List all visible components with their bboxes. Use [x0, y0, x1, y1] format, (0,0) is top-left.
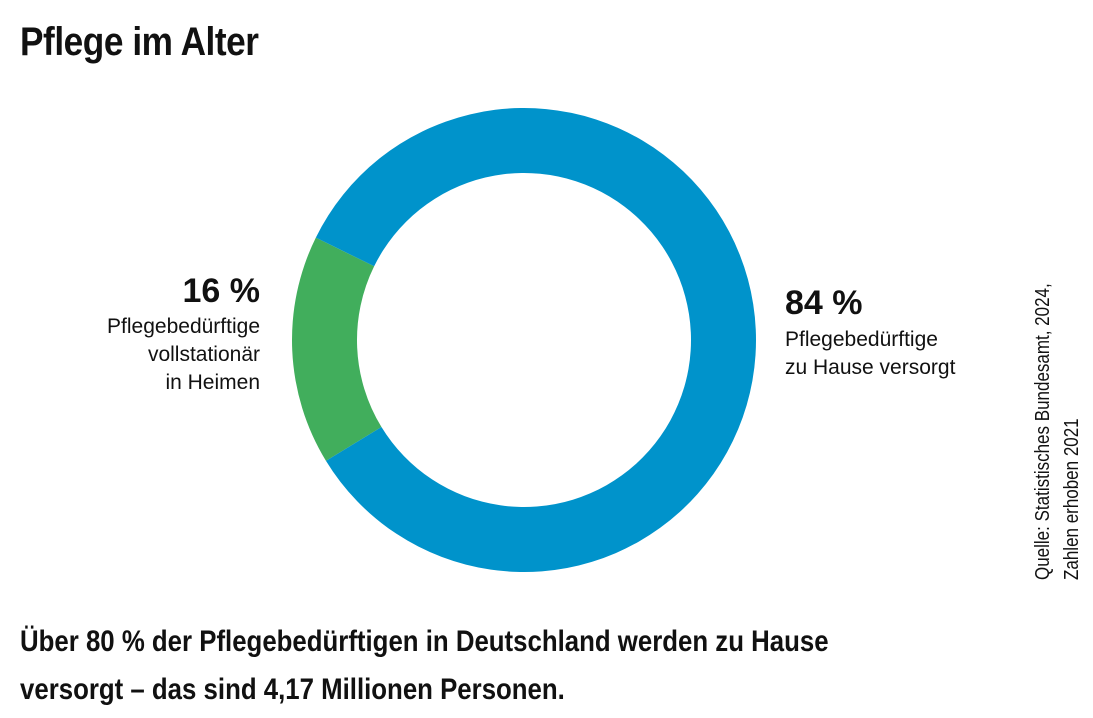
category-label: Pflegebedürftige vollstationär in Heimen	[107, 315, 260, 394]
chart-title: Pflege im Alter	[20, 20, 259, 64]
caption: Über 80 % der Pflegebedürftigen in Deuts…	[20, 625, 829, 706]
value-label: 84 %	[785, 284, 863, 322]
value-label: 16 %	[182, 272, 261, 310]
donut-segment	[292, 237, 382, 461]
donut-segment	[315, 107, 757, 572]
category-label: Pflegebedürftige zu Hause versorgt	[785, 328, 956, 379]
source-note: Quelle: Statistisches Bundesamt, 2024, Z…	[1032, 283, 1083, 580]
